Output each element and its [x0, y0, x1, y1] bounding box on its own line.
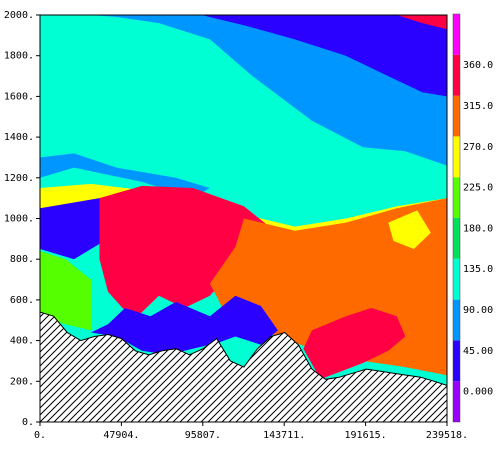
terrain — [40, 311, 447, 422]
region-upper-left-blue — [40, 153, 210, 199]
x-tick-label: 95807. — [185, 430, 221, 441]
colorbar-label: 180.0 — [463, 223, 493, 234]
x-tick-label: 191615. — [345, 430, 387, 441]
y-tick-label: 1600. — [4, 91, 34, 102]
region-lower-left-blue — [91, 295, 278, 355]
colorbar-swatch — [453, 340, 460, 382]
colorbar-swatch — [453, 136, 460, 178]
colorbar-label: 0.000 — [463, 387, 493, 398]
y-tick-label: 1200. — [4, 173, 34, 184]
colorbar-swatch — [453, 14, 460, 55]
region-top-right-red — [396, 15, 447, 30]
y-axis: 0. 200. 400. 600. 800. 1000. 1200. 1400. 1600. 18… — [4, 10, 40, 428]
y-tick-label: 200. — [10, 376, 34, 387]
region-left-green — [40, 251, 91, 331]
y-tick-label: 0. — [22, 417, 34, 428]
y-tick-label: 2000. — [4, 10, 34, 21]
colorbar-frame — [452, 13, 461, 423]
colorbar-swatch — [453, 299, 460, 341]
x-tick-label: 143711. — [263, 430, 305, 441]
y-tick-label: 400. — [10, 336, 34, 347]
colorbar-swatch — [453, 95, 460, 137]
x-tick-label: 47904. — [103, 430, 139, 441]
region-top-navy — [201, 15, 447, 97]
plot-area — [40, 15, 447, 422]
colorbar: 0.000 45.00 90.00 135.0 180.0 225.0 270.0 315.0… — [452, 13, 493, 423]
colorbar-label: 315.0 — [463, 101, 493, 112]
colorbar-swatch — [453, 54, 460, 96]
y-tick-label: 1800. — [4, 51, 34, 62]
colorbar-swatch — [453, 177, 460, 218]
y-tick-label: 1000. — [4, 214, 34, 225]
region-central-red — [99, 185, 270, 321]
region-right-yellow-patch — [388, 210, 431, 249]
colorbar-swatch — [453, 218, 460, 259]
colorbar-label: 45.00 — [463, 346, 493, 357]
colorbar-label: 90.00 — [463, 305, 493, 316]
x-tick-label: 239518. — [426, 430, 468, 441]
colorbar-swatch — [453, 258, 460, 300]
x-axis: 0. 47904. 95807. 143711. 191615. 239518. — [34, 422, 468, 441]
region-lower-right-red — [303, 308, 406, 380]
colorbar-label: 225.0 — [463, 183, 493, 194]
colorbar-swatch — [453, 381, 460, 422]
y-tick-label: 1400. — [4, 132, 34, 143]
colorbar-label: 135.0 — [463, 264, 493, 275]
colorbar-label: 360.0 — [463, 60, 493, 71]
x-tick-label: 0. — [34, 430, 46, 441]
terrain-group — [40, 311, 447, 422]
y-tick-label: 600. — [10, 295, 34, 306]
y-tick-label: 800. — [10, 254, 34, 265]
colorbar-label: 270.0 — [463, 142, 493, 153]
